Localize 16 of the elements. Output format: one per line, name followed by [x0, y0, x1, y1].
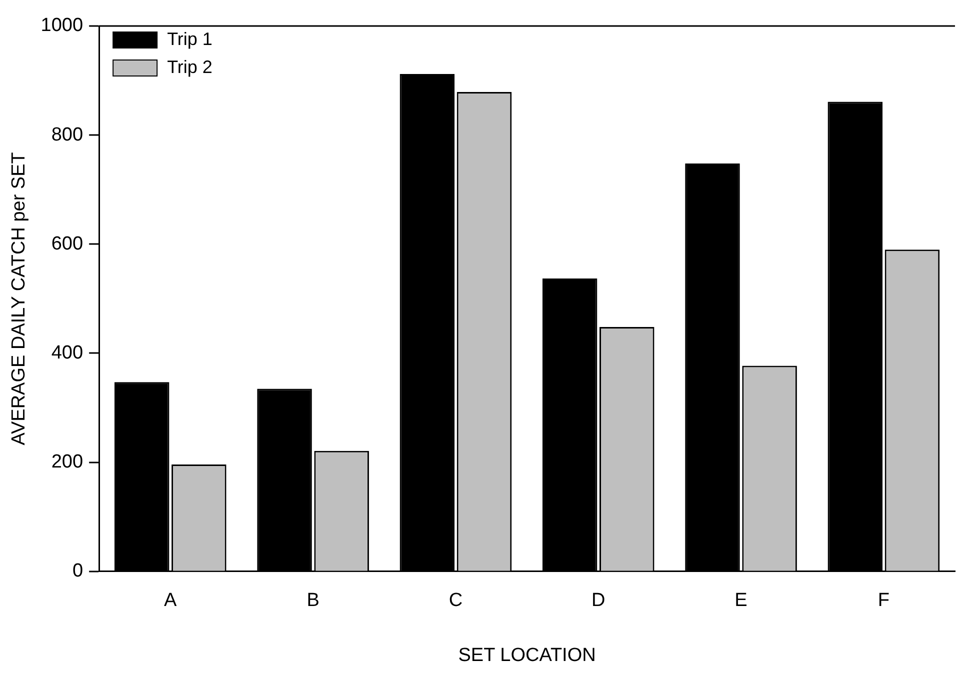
- y-tick-label: 800: [51, 124, 84, 146]
- legend-label: Trip 1: [167, 28, 212, 49]
- y-tick-label: 0: [72, 560, 84, 582]
- x-tick-label: B: [306, 590, 320, 612]
- x-tick-label: E: [734, 590, 748, 612]
- y-tick-label: 200: [51, 452, 84, 473]
- y-tick-label: 400: [51, 342, 84, 364]
- x-tick-label: C: [448, 590, 463, 612]
- x-tick-label: D: [591, 590, 606, 612]
- y-tick-label: 1000: [40, 15, 84, 36]
- y-tick-label: 600: [51, 233, 84, 254]
- y-axis-title: AVERAGE DAILY CATCH per SET: [8, 152, 30, 446]
- x-tick-label: F: [878, 590, 890, 612]
- x-tick-label: A: [164, 590, 178, 612]
- x-axis-title: SET LOCATION: [458, 644, 596, 666]
- legend-label: Trip 2: [167, 56, 212, 77]
